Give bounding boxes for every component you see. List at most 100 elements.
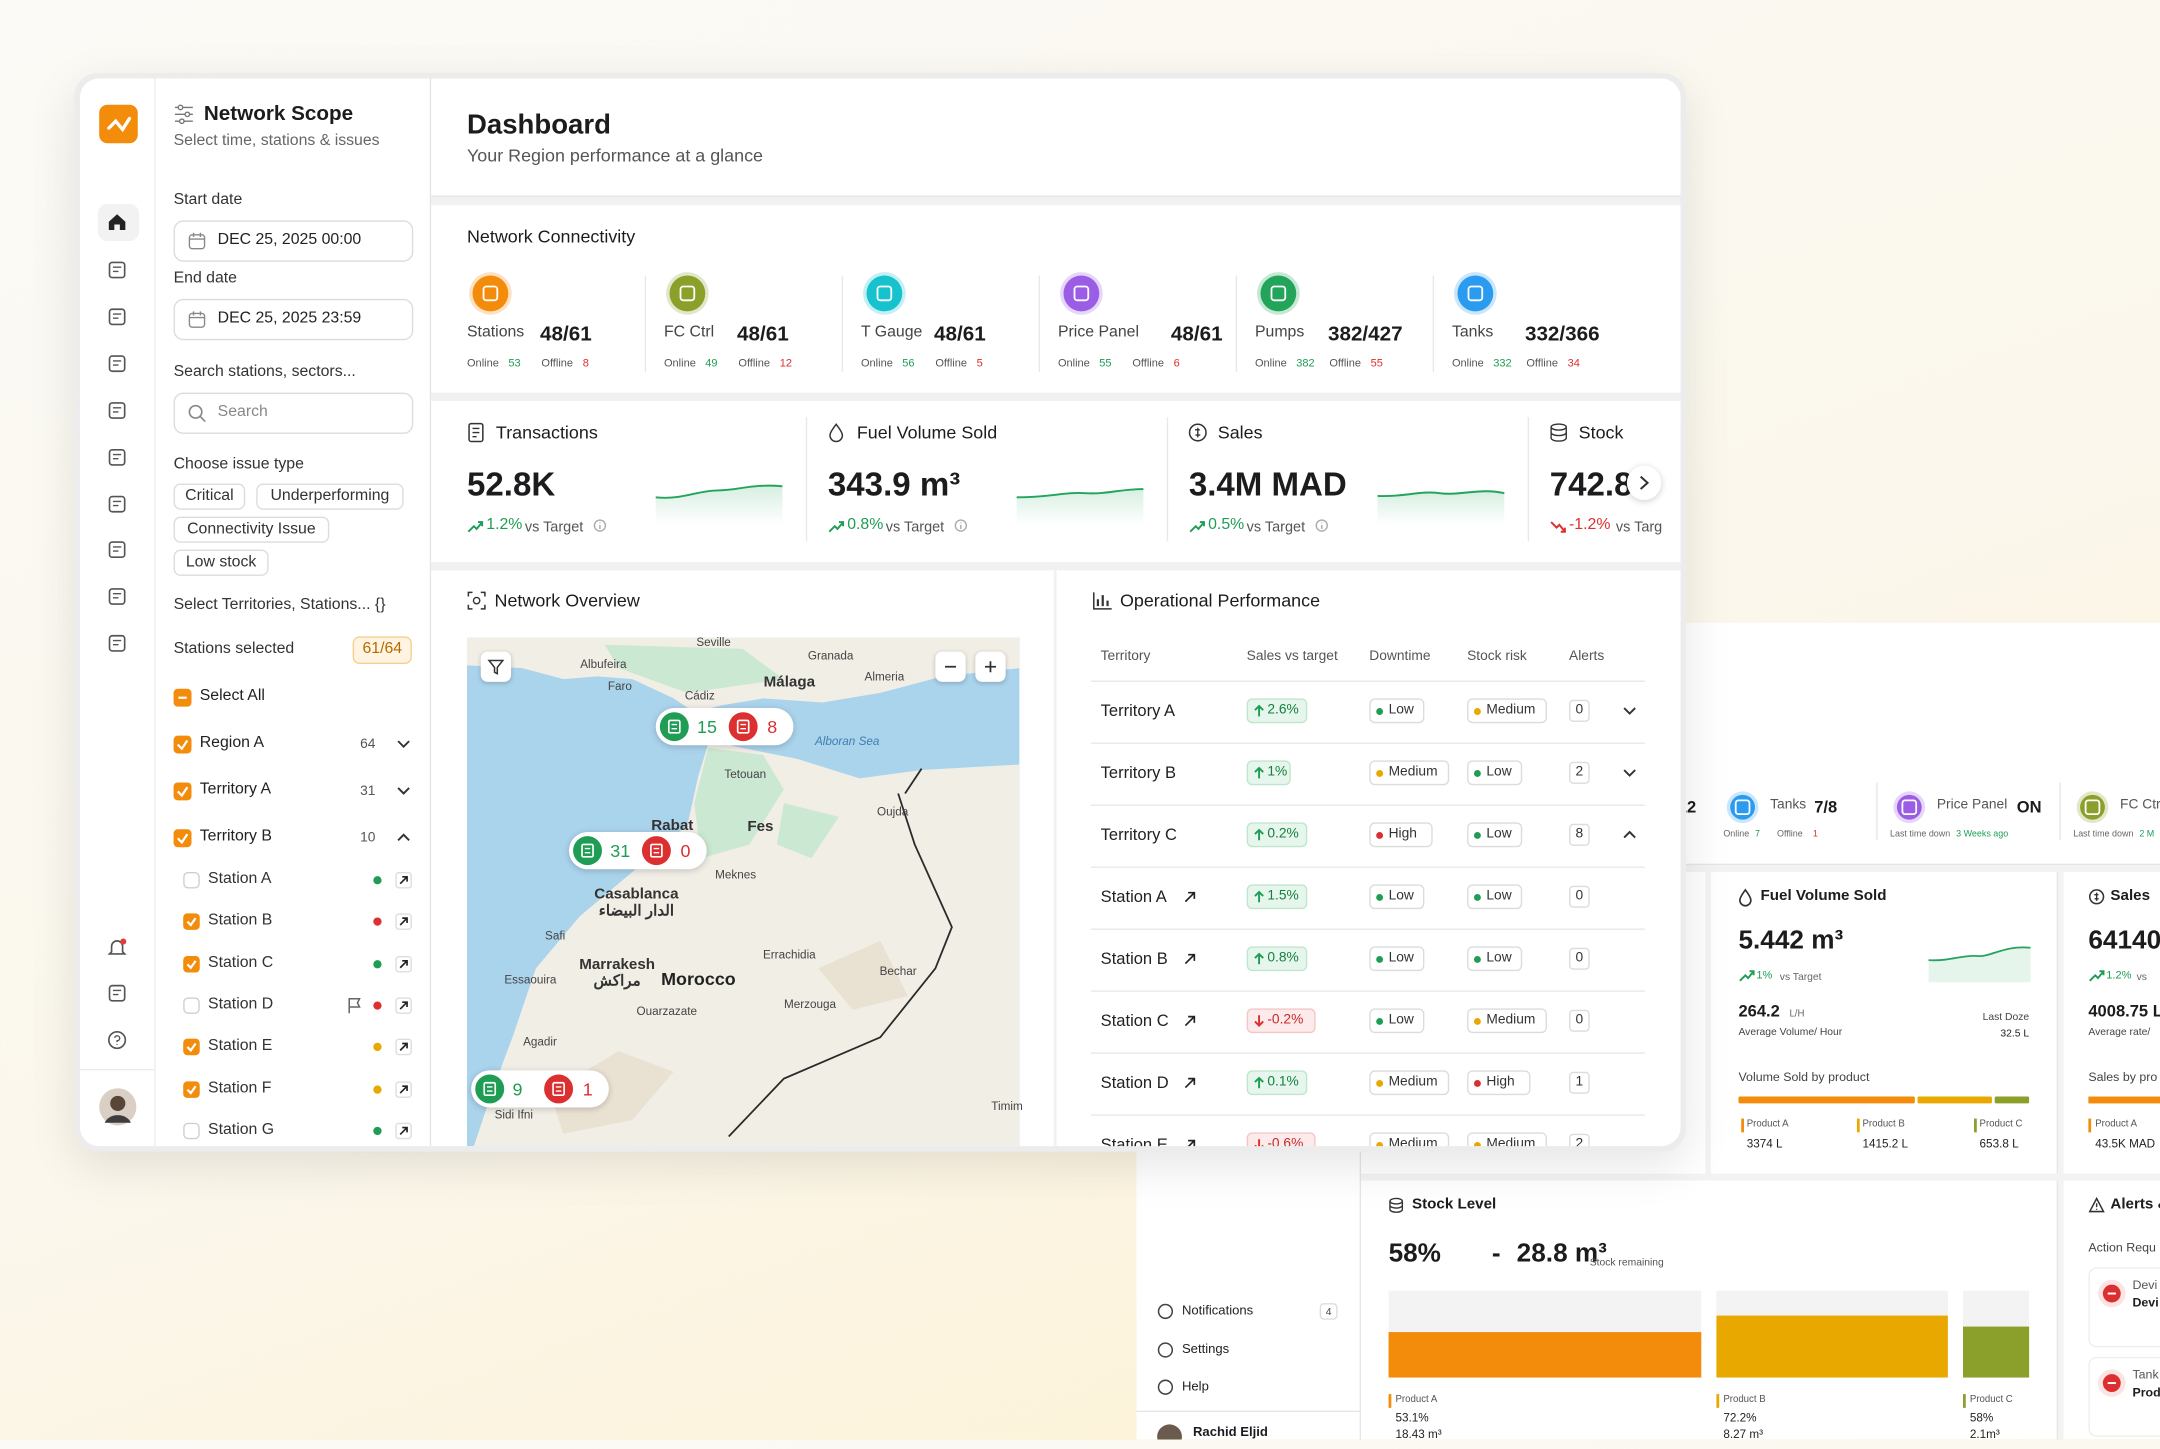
- card-title: Sales: [2110, 887, 2151, 905]
- kpi-title: Fuel Volume Sold: [856, 421, 998, 443]
- alert-count-box: [1569, 1071, 1590, 1094]
- icon-part: [486, 1086, 493, 1092]
- issue-chip[interactable]: [173, 516, 330, 543]
- header: [431, 78, 1681, 197]
- icon-part: [482, 285, 499, 302]
- kpi-next[interactable]: [1626, 465, 1662, 501]
- icon-part: [373, 1126, 382, 1135]
- tank-percent: 72.2%: [1723, 1410, 1757, 1425]
- product-tick: [2088, 1118, 2092, 1133]
- kpi-icon: [1188, 423, 1207, 442]
- icon-part: [1270, 285, 1287, 302]
- rate: 264.2: [1738, 1001, 1780, 1021]
- alert-count-box: [1569, 761, 1590, 784]
- card-title: Fuel Volume Sold: [1760, 887, 1887, 905]
- risk-dot: [1473, 707, 1481, 715]
- icon-part: [641, 836, 671, 866]
- offline-count: 55: [1370, 357, 1383, 370]
- cluster-icon: [544, 1074, 574, 1104]
- input[interactable]: [173, 392, 414, 434]
- station-name: Station G: [208, 1121, 275, 1138]
- icon-part: [1928, 947, 2031, 983]
- issue-chip[interactable]: [256, 483, 404, 510]
- cluster-online: 31: [610, 839, 631, 861]
- icon-part: [829, 423, 844, 443]
- info-icon: [1315, 519, 1328, 532]
- icon-part: [176, 832, 189, 844]
- checkbox: [183, 871, 200, 889]
- icon-part: [120, 938, 127, 945]
- map-label: Almeria: [864, 669, 905, 684]
- icon-part: [108, 355, 126, 373]
- menu-badge-text: 4: [1325, 1305, 1332, 1318]
- risk-dot: [1376, 707, 1384, 715]
- icon-part: [1473, 893, 1481, 901]
- icon-part: [1376, 1079, 1384, 1087]
- icon-part: [1730, 794, 1755, 820]
- sales-arrow: [1254, 704, 1264, 717]
- page-title: Dashboard: [466, 110, 611, 141]
- checkbox: [183, 913, 200, 931]
- alert-item: [2088, 1356, 2160, 1437]
- icon-part: [1184, 1015, 1196, 1027]
- input[interactable]: [173, 220, 414, 262]
- tank-level: [1963, 1327, 2030, 1378]
- icon-part: [1739, 888, 1752, 907]
- alert-count: 0: [1575, 1012, 1584, 1028]
- device-icon: [1893, 791, 1926, 824]
- overview-icon: [467, 591, 486, 610]
- kpi-spark: [1016, 488, 1144, 525]
- pill: [1246, 1132, 1316, 1147]
- icon-part: [549, 940, 908, 1134]
- map-label: Rabat: [651, 817, 694, 834]
- nav-icon: [108, 541, 126, 559]
- menu-icon: [1157, 1303, 1174, 1320]
- icon-part: [177, 104, 184, 111]
- flag-icon: [348, 997, 361, 1014]
- offline-label: Offline: [1132, 357, 1165, 370]
- online-label: Online: [1057, 357, 1090, 370]
- kpi-card: Stock 742.8 -1.2%vs Target: [1514, 401, 1663, 562]
- icon-part: [112, 453, 122, 460]
- divider: [1038, 275, 1041, 372]
- selected-label: Stations selected: [173, 640, 295, 658]
- divider: [1235, 275, 1238, 372]
- select-all: Select All: [199, 687, 265, 705]
- issue-chip[interactable]: [173, 549, 269, 576]
- sales-value: 1.5%: [1267, 888, 1299, 904]
- icon-part: [397, 833, 410, 841]
- icon-part: [114, 1035, 121, 1046]
- icon-part: [1063, 275, 1100, 312]
- map-label: Bechar: [879, 964, 917, 978]
- icon-part: [1550, 423, 1567, 431]
- risk-value: Low: [1486, 764, 1512, 780]
- icon-part: [2088, 889, 2105, 905]
- stock-percent: 58%: [1388, 1239, 1441, 1269]
- device-name: Tanks: [1770, 797, 1807, 813]
- status-dot: [373, 1001, 382, 1010]
- offline-label: Offline: [1777, 829, 1803, 840]
- filter-icon: [174, 104, 193, 125]
- cluster-icon: [659, 712, 689, 742]
- risk-dot: [1376, 955, 1384, 963]
- checkbox: [173, 688, 192, 706]
- device-value: 7/8: [1814, 797, 1838, 817]
- offline-label: Offline: [1526, 357, 1558, 370]
- icon-part: [112, 593, 122, 599]
- icon-part: [1157, 1303, 1174, 1320]
- card-change: 1%: [1756, 968, 1773, 982]
- icon-part: [1157, 1379, 1174, 1395]
- station-name: Station D: [208, 995, 274, 1013]
- icon-part: [1376, 769, 1384, 777]
- risk-dot: [1376, 769, 1384, 777]
- risk-dot: [1376, 1141, 1384, 1147]
- fuel-spark: [1928, 946, 2031, 983]
- issue-chip[interactable]: [173, 483, 246, 510]
- online-count: 55: [1099, 357, 1112, 370]
- map-control[interactable]: [480, 651, 512, 682]
- column-header: Alerts: [1569, 648, 1605, 664]
- input[interactable]: [173, 298, 414, 341]
- icon-part: [1376, 893, 1384, 901]
- icon-part: [1734, 799, 1751, 816]
- offline-label: Offline: [541, 357, 574, 370]
